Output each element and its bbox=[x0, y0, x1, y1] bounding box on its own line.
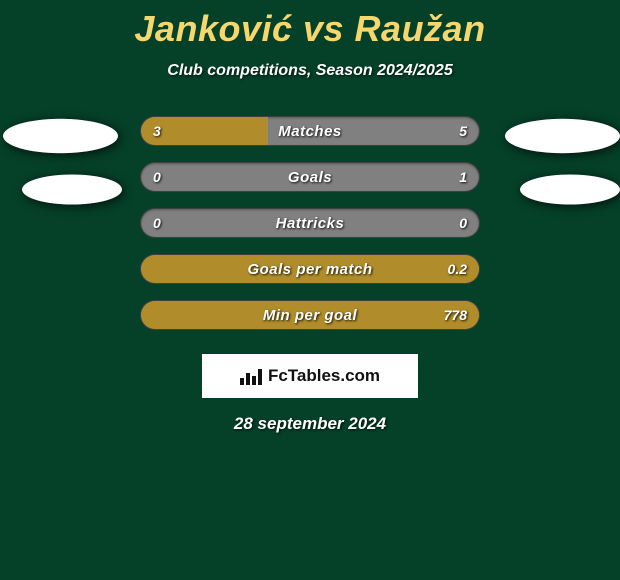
vs-separator: vs bbox=[293, 8, 355, 49]
player2-name: Raužan bbox=[355, 8, 486, 49]
barchart-icon bbox=[240, 367, 262, 385]
bar-mpg-right-value: 778 bbox=[444, 301, 467, 329]
bar-min-per-goal: Min per goal 778 bbox=[140, 300, 480, 330]
comparison-title: Janković vs Raužan bbox=[0, 0, 620, 50]
bar-hattricks-label: Hattricks bbox=[141, 209, 479, 237]
player2-photo-bottom bbox=[520, 173, 620, 206]
bar-goals-right-value: 1 bbox=[459, 163, 467, 191]
bar-matches-right-value: 5 bbox=[459, 117, 467, 145]
date-label: 28 september 2024 bbox=[0, 414, 620, 434]
source-label: FcTables.com bbox=[268, 366, 380, 386]
subtitle: Club competitions, Season 2024/2025 bbox=[0, 62, 620, 80]
bar-hattricks: 0 Hattricks 0 bbox=[140, 208, 480, 238]
player1-photo-top bbox=[3, 118, 118, 154]
bar-gpm-right-value: 0.2 bbox=[448, 255, 467, 283]
bar-gpm-label: Goals per match bbox=[141, 255, 479, 283]
bar-goals-label: Goals bbox=[141, 163, 479, 191]
bar-goals: 0 Goals 1 bbox=[140, 162, 480, 192]
player1-name: Janković bbox=[134, 8, 292, 49]
bar-matches-label: Matches bbox=[141, 117, 479, 145]
bar-hattricks-right-value: 0 bbox=[459, 209, 467, 237]
player1-photo-bottom bbox=[22, 173, 122, 206]
bar-matches: 3 Matches 5 bbox=[140, 116, 480, 146]
comparison-bars: 3 Matches 5 0 Goals 1 0 Hattricks 0 Goal… bbox=[140, 116, 480, 330]
player2-photo-top bbox=[505, 118, 620, 154]
source-badge[interactable]: FcTables.com bbox=[202, 354, 418, 398]
bar-mpg-label: Min per goal bbox=[141, 301, 479, 329]
bar-goals-per-match: Goals per match 0.2 bbox=[140, 254, 480, 284]
